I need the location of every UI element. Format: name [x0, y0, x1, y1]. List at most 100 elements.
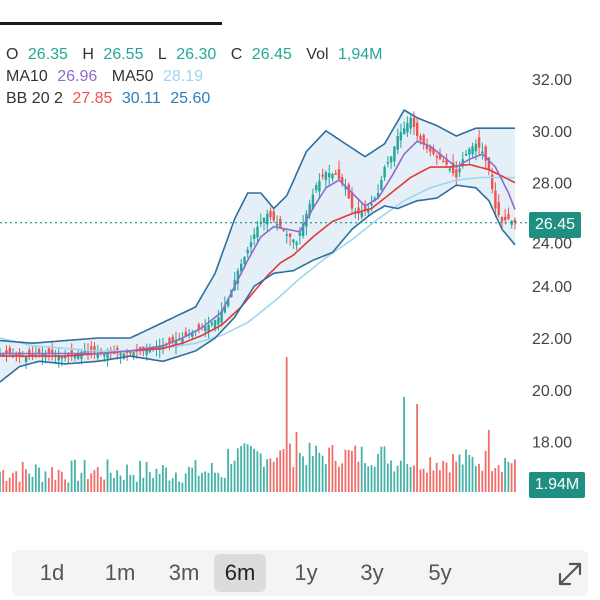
candle-body	[412, 117, 416, 127]
range-1y-button[interactable]: 1y	[294, 560, 318, 585]
last-price-tag: 26.45	[529, 212, 581, 238]
volume-bar	[132, 475, 135, 492]
y-tick-label: 24.00	[532, 279, 572, 296]
candle-body	[37, 349, 41, 355]
candle-body	[295, 242, 298, 246]
volume-bar	[514, 459, 516, 492]
candle-body	[331, 174, 334, 179]
volume-bar	[87, 479, 89, 492]
candle-body	[2, 353, 5, 356]
volume-bar	[93, 470, 96, 492]
candle-body	[197, 324, 200, 329]
candle-body	[481, 151, 484, 153]
candle-body	[442, 160, 445, 163]
volume-bar	[165, 467, 167, 492]
volume-bar	[175, 472, 177, 492]
volume-bar	[266, 459, 269, 492]
range-5y-button[interactable]: 5y	[428, 560, 452, 585]
candle-body	[122, 353, 126, 359]
volume-bar	[302, 456, 304, 492]
candle-body	[119, 353, 122, 356]
volume-bar	[145, 461, 148, 492]
candle-body	[272, 211, 275, 221]
volume-bar	[331, 445, 334, 492]
candle-body	[363, 206, 367, 211]
candle-body	[464, 154, 468, 156]
candle-body	[328, 173, 331, 178]
candle-body	[341, 177, 344, 184]
high-label: H	[82, 46, 94, 63]
volume-bar	[295, 432, 298, 492]
volume-bar	[122, 479, 125, 492]
open-label: O	[6, 46, 19, 63]
volume-bar	[344, 449, 347, 492]
candle-body	[416, 122, 419, 136]
candle-body	[477, 137, 481, 148]
candle-body	[285, 234, 288, 236]
candle-body	[148, 349, 152, 353]
volume-bar	[126, 464, 128, 492]
candle-body	[311, 194, 315, 210]
volume-bar	[236, 448, 239, 492]
candle-body	[168, 338, 171, 344]
candle-body	[256, 226, 259, 238]
ma50-line	[0, 176, 515, 352]
volume-bar	[135, 481, 138, 492]
stock-chart[interactable]: 32.00 30.00 28.00 24.00 22.00 20.00 18.00 24.00…	[0, 30, 600, 500]
volume-bar	[370, 465, 373, 492]
volume-bar	[210, 463, 213, 492]
volume-bar	[214, 472, 216, 492]
candle-body	[318, 180, 321, 192]
volume-bar	[178, 481, 181, 492]
candle-body	[370, 203, 373, 206]
volume-bar	[272, 461, 275, 492]
volume-bar	[83, 460, 86, 492]
volume-bar	[227, 448, 229, 492]
range-6m-button[interactable]: 6m	[214, 554, 266, 592]
candle-body	[513, 219, 517, 223]
range-3y-button[interactable]: 3y	[360, 560, 384, 585]
volume-bar	[311, 456, 314, 492]
expand-icon[interactable]	[556, 560, 584, 588]
candle-body	[389, 156, 393, 163]
volume-bar	[308, 442, 311, 492]
volume-bar	[334, 460, 337, 492]
ohlc-legend: O 26.35 H 26.55 L 26.30 C 26.45 Vol 1,94…	[6, 44, 392, 66]
candle-body	[240, 263, 243, 272]
volume-bar	[360, 446, 363, 492]
bollinger-lower-value: 25.60	[170, 90, 211, 107]
candle-body	[266, 213, 269, 225]
range-1d-button[interactable]: 1d	[39, 560, 65, 585]
high-value: 26.55	[103, 46, 144, 63]
ma10-value: 26.96	[57, 68, 98, 85]
candle-body	[393, 146, 396, 162]
volume-bar	[393, 471, 396, 492]
candle-body	[337, 169, 341, 180]
candle-body	[432, 147, 435, 155]
volume-bar	[28, 473, 31, 492]
candle-body	[106, 353, 109, 359]
range-selector: 1d 1m 3m 6m 1y 3y 5y	[12, 550, 588, 596]
candle-body	[129, 351, 132, 354]
candle-body	[315, 185, 318, 191]
volume-bar	[263, 466, 265, 492]
candle-body	[406, 123, 409, 133]
volume-bar	[64, 479, 66, 492]
candle-body	[367, 208, 370, 213]
volume-bar	[201, 472, 203, 492]
volume-bar	[25, 469, 27, 492]
candle-body	[399, 132, 403, 141]
volume-bar	[504, 457, 506, 492]
candle-body	[41, 354, 44, 356]
candle-body	[210, 322, 214, 325]
volume-bar	[445, 462, 448, 492]
volume-bar	[507, 461, 510, 492]
bollinger-label: BB 20 2	[6, 90, 63, 107]
candle-body	[376, 193, 380, 198]
range-3m-button[interactable]: 3m	[168, 560, 200, 585]
volume-bar	[354, 445, 357, 492]
candle-body	[334, 173, 337, 175]
top-bar	[0, 0, 222, 8]
range-1m-button[interactable]: 1m	[104, 560, 136, 585]
volume-bar	[448, 472, 451, 492]
